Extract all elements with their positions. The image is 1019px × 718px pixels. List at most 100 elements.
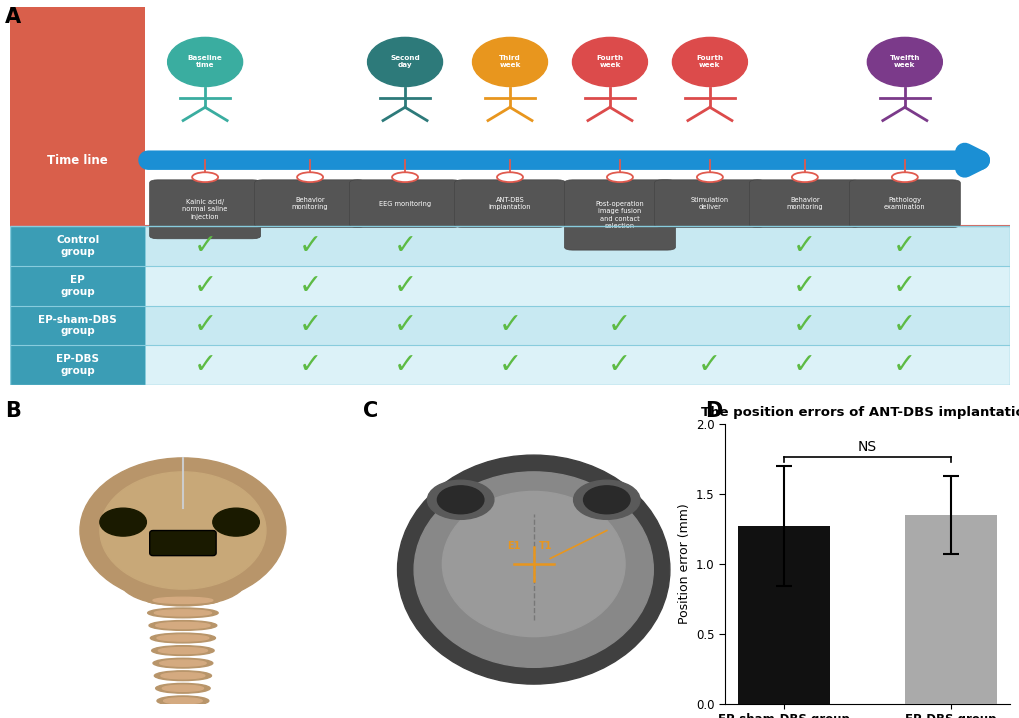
Text: ✓: ✓ <box>607 351 631 379</box>
Text: Behavior
monitoring: Behavior monitoring <box>786 197 822 210</box>
Ellipse shape <box>442 491 625 637</box>
Text: ✓: ✓ <box>793 351 815 379</box>
Text: ✓: ✓ <box>393 312 416 340</box>
Ellipse shape <box>149 620 217 630</box>
Text: ✓: ✓ <box>893 232 915 260</box>
Ellipse shape <box>472 37 547 86</box>
Text: ✓: ✓ <box>793 232 815 260</box>
Ellipse shape <box>167 37 243 86</box>
Bar <box>738 526 829 704</box>
Ellipse shape <box>165 710 201 717</box>
FancyBboxPatch shape <box>849 180 959 228</box>
Text: Third
week: Third week <box>498 55 521 68</box>
Bar <box>10 266 145 306</box>
Text: ✓: ✓ <box>393 351 416 379</box>
Text: A: A <box>5 7 21 27</box>
Text: ✓: ✓ <box>607 312 631 340</box>
Circle shape <box>891 172 917 182</box>
Text: ✓: ✓ <box>299 232 321 260</box>
FancyBboxPatch shape <box>350 180 460 228</box>
Ellipse shape <box>213 508 259 536</box>
Text: EP-sham-DBS
group: EP-sham-DBS group <box>39 314 117 336</box>
Circle shape <box>297 172 323 182</box>
Text: Behavior
monitoring: Behavior monitoring <box>291 197 328 210</box>
Bar <box>10 226 1009 266</box>
Ellipse shape <box>153 597 213 603</box>
Text: ANT-DBS
implantation: ANT-DBS implantation <box>488 197 531 210</box>
Text: Time line: Time line <box>47 154 108 167</box>
Text: Baseline
time: Baseline time <box>187 55 222 68</box>
Text: E1: E1 <box>506 541 520 551</box>
Text: ✓: ✓ <box>194 232 216 260</box>
FancyBboxPatch shape <box>255 180 365 228</box>
FancyBboxPatch shape <box>749 180 859 228</box>
Text: EP
group: EP group <box>60 275 95 297</box>
Y-axis label: Position error (mm): Position error (mm) <box>677 503 690 625</box>
Ellipse shape <box>157 696 209 706</box>
Text: Stimulation
deliver: Stimulation deliver <box>690 197 729 210</box>
Ellipse shape <box>163 698 202 704</box>
Circle shape <box>696 172 722 182</box>
Ellipse shape <box>161 673 205 679</box>
Circle shape <box>192 172 218 182</box>
Ellipse shape <box>158 709 207 718</box>
Circle shape <box>391 172 418 182</box>
Bar <box>904 515 996 704</box>
FancyBboxPatch shape <box>150 531 216 556</box>
Ellipse shape <box>414 472 652 667</box>
Ellipse shape <box>154 610 211 616</box>
Text: ✓: ✓ <box>194 351 216 379</box>
Text: T1: T1 <box>538 541 551 551</box>
Ellipse shape <box>583 486 630 514</box>
Text: EEG monitoring: EEG monitoring <box>379 200 431 207</box>
Text: ✓: ✓ <box>793 312 815 340</box>
Ellipse shape <box>150 633 215 643</box>
Ellipse shape <box>154 671 211 681</box>
Ellipse shape <box>156 623 210 628</box>
Text: Fourth
week: Fourth week <box>596 55 623 68</box>
Circle shape <box>496 172 523 182</box>
Ellipse shape <box>672 37 747 86</box>
Text: ✓: ✓ <box>498 312 521 340</box>
Text: D: D <box>704 401 721 421</box>
Text: Second
day: Second day <box>390 55 420 68</box>
Text: ✓: ✓ <box>299 351 321 379</box>
Ellipse shape <box>148 608 218 617</box>
Ellipse shape <box>572 37 647 86</box>
Ellipse shape <box>367 37 442 86</box>
Text: Fourth
week: Fourth week <box>696 55 722 68</box>
Text: Post-operation
image fusion
and contact
selection: Post-operation image fusion and contact … <box>595 201 644 229</box>
Bar <box>10 226 1009 385</box>
Text: ✓: ✓ <box>194 272 216 300</box>
Text: ✓: ✓ <box>299 272 321 300</box>
Ellipse shape <box>100 472 266 589</box>
Text: ✓: ✓ <box>698 351 720 379</box>
Text: B: B <box>5 401 21 421</box>
Text: ✓: ✓ <box>893 272 915 300</box>
Bar <box>10 345 1009 385</box>
Text: Control
group: Control group <box>56 236 99 257</box>
FancyBboxPatch shape <box>564 180 675 250</box>
Bar <box>10 266 1009 306</box>
Text: ✓: ✓ <box>299 312 321 340</box>
Text: Twelfth
week: Twelfth week <box>889 55 919 68</box>
Circle shape <box>606 172 633 182</box>
Text: ✓: ✓ <box>498 351 521 379</box>
Ellipse shape <box>156 684 210 693</box>
Ellipse shape <box>573 480 639 519</box>
FancyBboxPatch shape <box>454 180 565 228</box>
Ellipse shape <box>866 37 942 86</box>
Text: ✓: ✓ <box>194 312 216 340</box>
Ellipse shape <box>397 455 669 684</box>
Ellipse shape <box>79 458 285 603</box>
Text: ✓: ✓ <box>393 232 416 260</box>
Ellipse shape <box>427 480 493 519</box>
Text: Pathology
examination: Pathology examination <box>883 197 925 210</box>
Text: NS: NS <box>857 439 876 454</box>
Text: ✓: ✓ <box>893 351 915 379</box>
Text: EP-DBS
group: EP-DBS group <box>56 355 99 376</box>
Text: ✓: ✓ <box>893 312 915 340</box>
Bar <box>10 345 145 385</box>
Text: Kainic acid/
normal saline
injection: Kainic acid/ normal saline injection <box>182 199 227 220</box>
Ellipse shape <box>158 648 207 653</box>
